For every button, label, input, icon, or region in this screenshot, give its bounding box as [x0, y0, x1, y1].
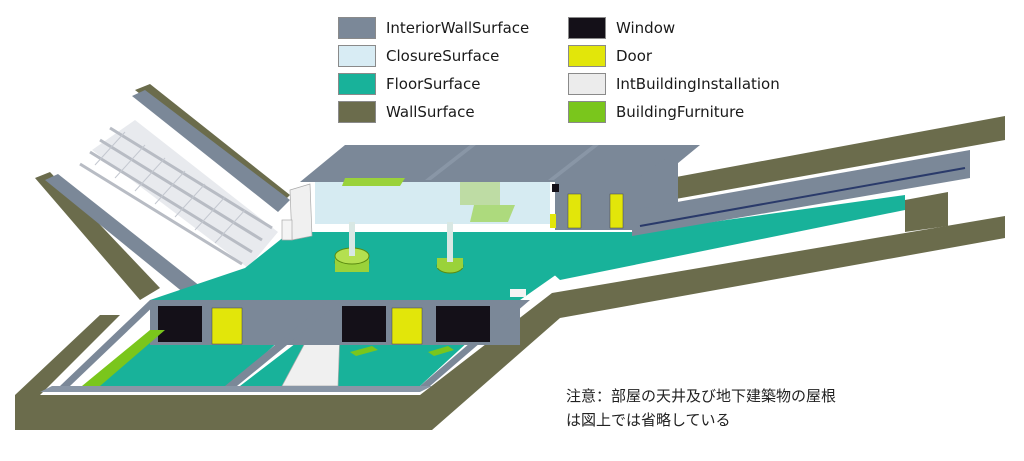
- stair-wall-upper: [132, 90, 290, 212]
- pillar-2: [447, 222, 453, 262]
- legend-label: InteriorWallSurface: [386, 19, 530, 37]
- installation-left: [289, 183, 313, 241]
- legend-label: IntBuildingInstallation: [616, 75, 780, 93]
- legend-label: ClosureSurface: [386, 47, 500, 65]
- legend-swatch: [338, 73, 376, 95]
- furniture-shelf-b: [460, 182, 500, 205]
- interior-wall-back: [300, 145, 700, 182]
- furniture-table-b: [470, 205, 515, 222]
- wall-surface-left-diagonal: [35, 172, 160, 300]
- legend-item-closure-surface: ClosureSurface: [338, 45, 499, 67]
- installation-corner: [510, 289, 526, 297]
- furniture-table-a: [342, 178, 405, 186]
- pillar-1: [349, 222, 355, 256]
- legend-label: WallSurface: [386, 103, 475, 121]
- legend-item-int-building-installation: IntBuildingInstallation: [568, 73, 780, 95]
- wall-surface-right-end: [905, 192, 948, 232]
- furniture-bench-1: [82, 330, 165, 386]
- legend-label: BuildingFurniture: [616, 103, 745, 121]
- door-room-c-1: [567, 193, 582, 229]
- interior-wall-divider-1: [425, 145, 476, 180]
- floor-surface-main: [150, 232, 640, 300]
- escalator-handrails: [79, 126, 273, 266]
- wall-surface-right-top: [660, 116, 1005, 200]
- interior-wall-lower-front: [40, 386, 432, 392]
- legend-item-interior-wall-surface: InteriorWallSurface: [338, 17, 529, 39]
- window-lower-3: [436, 306, 490, 342]
- furniture-bench-3: [428, 346, 454, 356]
- interior-wall-lower-divider: [225, 300, 342, 386]
- legend-swatch: [338, 101, 376, 123]
- door-room-b-small: [550, 214, 556, 228]
- interior-wall-lower-right: [420, 300, 530, 386]
- legend-swatch: [568, 101, 606, 123]
- stair-wall-lower: [45, 174, 210, 302]
- escalator-steps: [94, 131, 246, 244]
- interior-wall-corridor: [632, 150, 970, 236]
- legend-swatch: [568, 45, 606, 67]
- interior-wall-lower-back: [150, 300, 520, 345]
- legend-item-floor-surface: FloorSurface: [338, 73, 480, 95]
- window-room-c: [552, 184, 559, 192]
- interior-wall-divider-2: [548, 145, 599, 180]
- note-line-2: は図上では省略している: [566, 411, 731, 429]
- legend-swatch: [338, 45, 376, 67]
- window-lower-2: [342, 306, 386, 342]
- door-lower-2: [391, 307, 423, 345]
- legend-label: FloorSurface: [386, 75, 481, 93]
- diagram-note: 注意：部屋の天井及び地下建築物の屋根 は図上では省略している: [566, 384, 836, 432]
- wall-surface-left-lower: [15, 315, 120, 395]
- legend-swatch: [568, 73, 606, 95]
- legend-item-window: Window: [568, 17, 675, 39]
- legend-item-door: Door: [568, 45, 652, 67]
- furniture-bench-2: [350, 346, 378, 356]
- legend-item-building-furniture: BuildingFurniture: [568, 101, 744, 123]
- door-room-c-2: [609, 193, 624, 229]
- legend-swatch: [338, 17, 376, 39]
- legend-label: Door: [616, 47, 653, 65]
- interior-wall-lower-left: [60, 300, 160, 386]
- legend-item-wall-surface: WallSurface: [338, 101, 475, 123]
- wall-surface-bottom: [15, 216, 1005, 430]
- legend-label: Window: [616, 19, 676, 37]
- closure-surface-room-a: [315, 180, 428, 224]
- floor-surface-corridor: [540, 195, 905, 280]
- note-line-1: 注意：部屋の天井及び地下建築物の屋根: [566, 387, 837, 405]
- installation-small: [281, 219, 293, 241]
- legend-swatch: [568, 17, 606, 39]
- door-lower-1: [211, 307, 243, 345]
- window-lower-1: [158, 306, 202, 342]
